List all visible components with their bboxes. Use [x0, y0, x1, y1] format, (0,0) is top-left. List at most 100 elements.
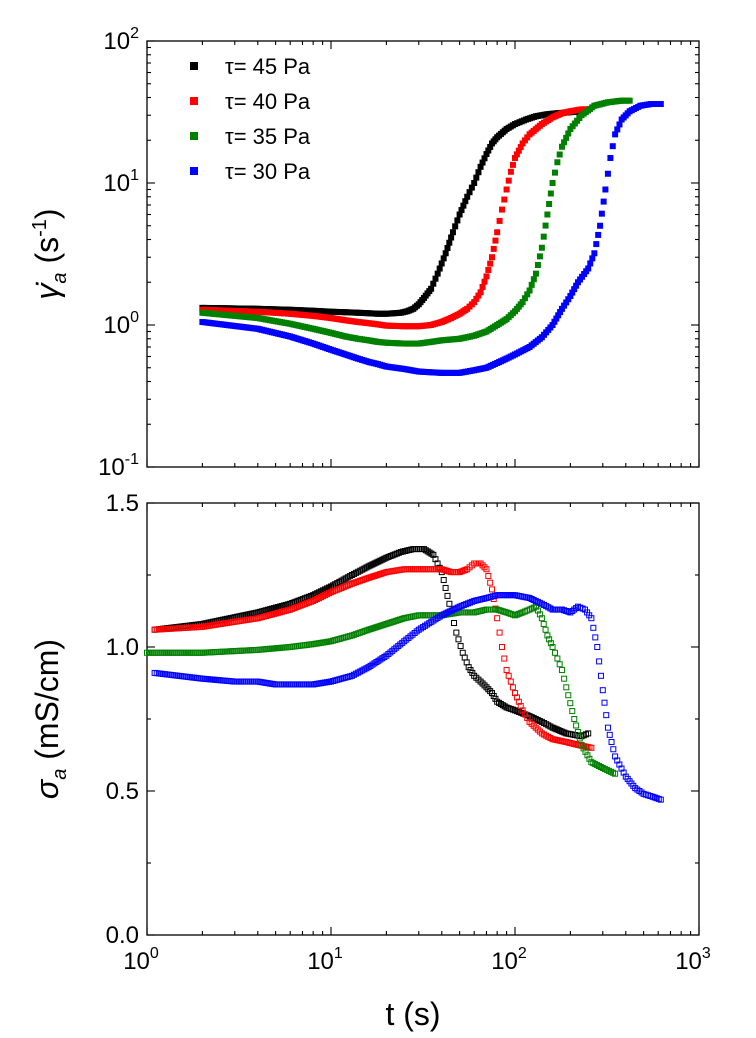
data-point — [501, 608, 508, 615]
data-point — [515, 147, 522, 154]
data-point — [475, 169, 482, 176]
data-point — [597, 764, 604, 770]
data-point — [585, 265, 592, 272]
data-point — [517, 703, 524, 710]
data-point — [438, 612, 445, 619]
data-point — [440, 577, 447, 584]
data-point — [485, 147, 492, 154]
data-point — [389, 619, 396, 626]
data-point — [316, 595, 323, 602]
data-point — [538, 615, 545, 622]
data-point — [540, 620, 547, 627]
data-point — [444, 567, 451, 574]
data-point — [524, 134, 531, 141]
data-point — [503, 667, 510, 674]
tick-base: 10 — [103, 28, 130, 55]
data-point — [466, 189, 473, 196]
tick-base: 10 — [98, 454, 125, 481]
data-point — [456, 211, 463, 218]
data-point — [576, 735, 583, 742]
data-point — [571, 286, 578, 293]
data-point — [399, 615, 406, 622]
data-point — [457, 643, 464, 650]
data-point — [318, 594, 325, 601]
data-point — [383, 652, 390, 659]
data-point — [501, 196, 508, 203]
data-point — [612, 770, 619, 777]
data-point — [432, 275, 439, 282]
x-ticks — [146, 41, 700, 467]
data-point — [442, 250, 449, 257]
data-point — [479, 562, 486, 569]
data-point — [369, 561, 376, 568]
tick-base: 10 — [675, 948, 702, 975]
data-point — [515, 610, 522, 617]
x-tick-label: 102 — [491, 945, 527, 975]
data-point — [479, 159, 486, 166]
data-point — [369, 625, 376, 632]
data-point — [483, 566, 490, 573]
data-point — [561, 675, 568, 682]
data-point — [461, 654, 468, 661]
data-point — [614, 126, 621, 133]
data-point — [565, 296, 572, 303]
data-point — [473, 295, 480, 302]
data-point — [477, 560, 484, 567]
data-point — [399, 639, 406, 646]
data-point — [606, 731, 613, 738]
data-point — [456, 569, 463, 576]
data-point — [485, 686, 492, 693]
data-point — [594, 762, 601, 769]
data-point — [446, 600, 453, 607]
data-point — [536, 253, 543, 260]
x-axis-label: t (s) — [385, 996, 440, 1032]
data-point — [578, 741, 585, 748]
data-point — [385, 651, 392, 658]
y-tick-label: 10-1 — [98, 451, 139, 481]
data-point — [530, 276, 537, 283]
legend-label: τ= 45 Pa — [225, 54, 311, 79]
y-label-symbol: γ̇ — [29, 282, 65, 300]
data-point — [440, 611, 447, 618]
data-point — [387, 619, 394, 626]
data-point — [587, 260, 594, 267]
data-point — [557, 727, 564, 734]
data-point — [444, 245, 451, 252]
data-point — [507, 168, 514, 175]
data-point — [460, 202, 467, 209]
data-point — [452, 605, 459, 612]
data-point — [324, 591, 331, 598]
data-point — [561, 729, 568, 736]
data-point — [494, 615, 501, 622]
data-point — [365, 563, 372, 570]
data-point — [547, 190, 554, 197]
data-point — [505, 672, 512, 679]
data-point — [454, 604, 461, 611]
data-point — [365, 626, 372, 633]
data-point — [448, 607, 455, 614]
series-2 — [151, 560, 595, 751]
data-point — [464, 193, 471, 200]
data-point — [487, 688, 494, 695]
data-point — [477, 678, 484, 685]
series-4 — [151, 592, 664, 803]
data-point — [586, 755, 593, 762]
data-point — [369, 573, 376, 580]
data-point — [379, 570, 386, 577]
data-point — [373, 624, 380, 631]
data-point — [561, 302, 568, 309]
data-point — [517, 610, 524, 617]
data-point — [626, 97, 633, 104]
data-point — [588, 615, 595, 622]
y-axis-label: γ̇a (s-1) — [29, 208, 71, 299]
data-point — [534, 607, 541, 614]
y-tick-label: 102 — [103, 25, 139, 55]
data-point — [458, 568, 465, 575]
data-point — [481, 278, 488, 285]
tick-base: 10 — [307, 948, 334, 975]
data-point — [536, 611, 543, 618]
data-point — [367, 626, 374, 633]
data-point — [563, 299, 570, 306]
data-point — [513, 611, 520, 618]
